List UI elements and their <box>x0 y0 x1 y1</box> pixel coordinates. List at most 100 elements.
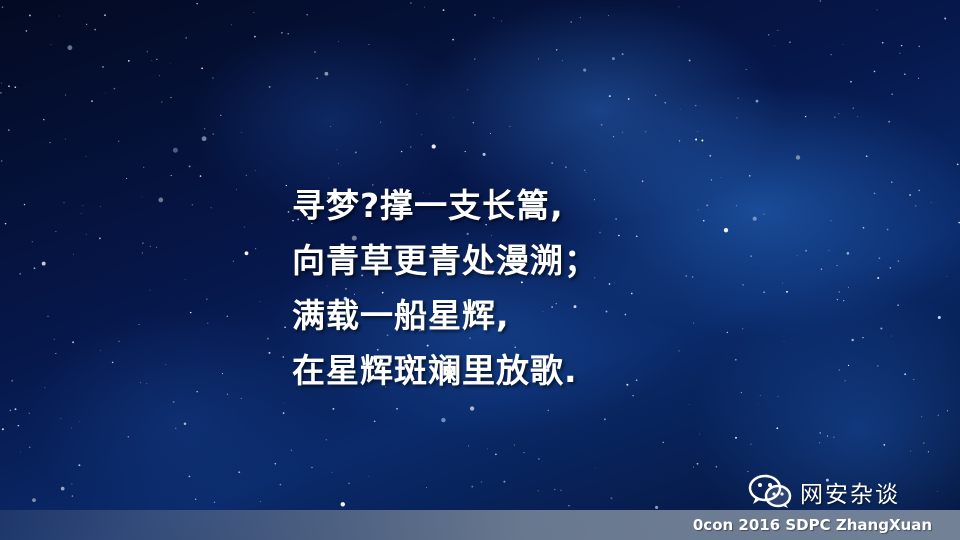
star <box>618 234 620 237</box>
star <box>67 45 73 51</box>
star <box>594 277 596 279</box>
star <box>127 436 129 438</box>
star <box>86 23 88 25</box>
star <box>210 207 212 209</box>
star <box>865 155 868 158</box>
star <box>918 45 921 48</box>
star <box>279 483 282 486</box>
star <box>819 432 821 434</box>
star <box>608 283 611 285</box>
star <box>523 452 525 454</box>
star <box>740 392 742 394</box>
star <box>282 356 284 358</box>
star <box>579 16 582 19</box>
star <box>520 281 523 284</box>
star <box>692 466 695 468</box>
star <box>474 14 476 16</box>
star <box>325 439 328 441</box>
star <box>338 163 340 165</box>
star <box>226 393 229 396</box>
star <box>900 44 903 47</box>
star <box>838 369 841 371</box>
star <box>956 163 959 166</box>
star <box>23 203 26 206</box>
star <box>184 279 186 281</box>
star <box>332 407 335 410</box>
star <box>73 253 74 255</box>
star <box>17 424 20 427</box>
star <box>99 237 101 240</box>
star <box>384 386 387 388</box>
star <box>311 222 313 225</box>
star <box>918 189 920 192</box>
star <box>513 444 515 446</box>
poem-text: 寻梦?撑一支长篙, 向青草更青处漫溯； 满载一船星辉, 在星辉斑斓里放歌. <box>292 178 598 398</box>
star <box>199 175 202 177</box>
star <box>921 416 923 418</box>
star <box>627 98 630 100</box>
star <box>721 177 723 178</box>
star <box>557 273 559 275</box>
star <box>127 60 130 62</box>
star <box>1 428 4 431</box>
star <box>805 249 808 252</box>
star <box>626 383 629 386</box>
star <box>795 155 801 160</box>
star <box>185 37 188 39</box>
star <box>873 192 876 195</box>
star <box>220 114 222 116</box>
star <box>85 155 87 157</box>
star <box>736 205 737 207</box>
star <box>376 348 379 351</box>
star <box>891 181 893 183</box>
star <box>201 67 203 70</box>
star <box>830 220 832 222</box>
star <box>33 267 36 270</box>
star <box>599 231 601 234</box>
star <box>170 97 172 98</box>
star <box>709 154 712 157</box>
star <box>170 63 171 64</box>
star <box>8 85 10 88</box>
star <box>742 328 744 330</box>
star <box>827 435 829 437</box>
star <box>486 448 488 450</box>
star <box>819 0 822 2</box>
star <box>694 104 697 107</box>
star <box>395 196 397 198</box>
star <box>100 206 102 207</box>
star <box>158 197 164 203</box>
star <box>763 213 765 215</box>
star <box>783 341 785 342</box>
star <box>149 245 151 247</box>
star <box>143 166 145 168</box>
star <box>723 228 729 233</box>
star <box>330 325 332 328</box>
star <box>236 189 237 191</box>
star <box>0 92 2 94</box>
star <box>696 462 699 465</box>
star <box>327 197 328 199</box>
star <box>226 315 228 317</box>
star <box>142 242 144 244</box>
star <box>560 489 562 492</box>
star <box>685 275 688 277</box>
star <box>485 224 487 226</box>
star <box>490 132 491 134</box>
star <box>913 379 915 381</box>
star <box>891 93 894 96</box>
star <box>547 243 550 246</box>
star <box>53 338 55 340</box>
star <box>930 201 932 203</box>
star <box>63 202 65 204</box>
star <box>613 136 615 138</box>
star <box>330 248 332 249</box>
poem-line-1: 寻梦?撑一支长篙, <box>292 186 564 225</box>
poem-line-4: 在星辉斑斓里放歌. <box>292 351 578 390</box>
star <box>255 170 256 172</box>
star <box>79 420 80 422</box>
star <box>238 471 241 474</box>
star <box>555 48 558 51</box>
star <box>50 44 52 46</box>
star <box>125 177 128 180</box>
